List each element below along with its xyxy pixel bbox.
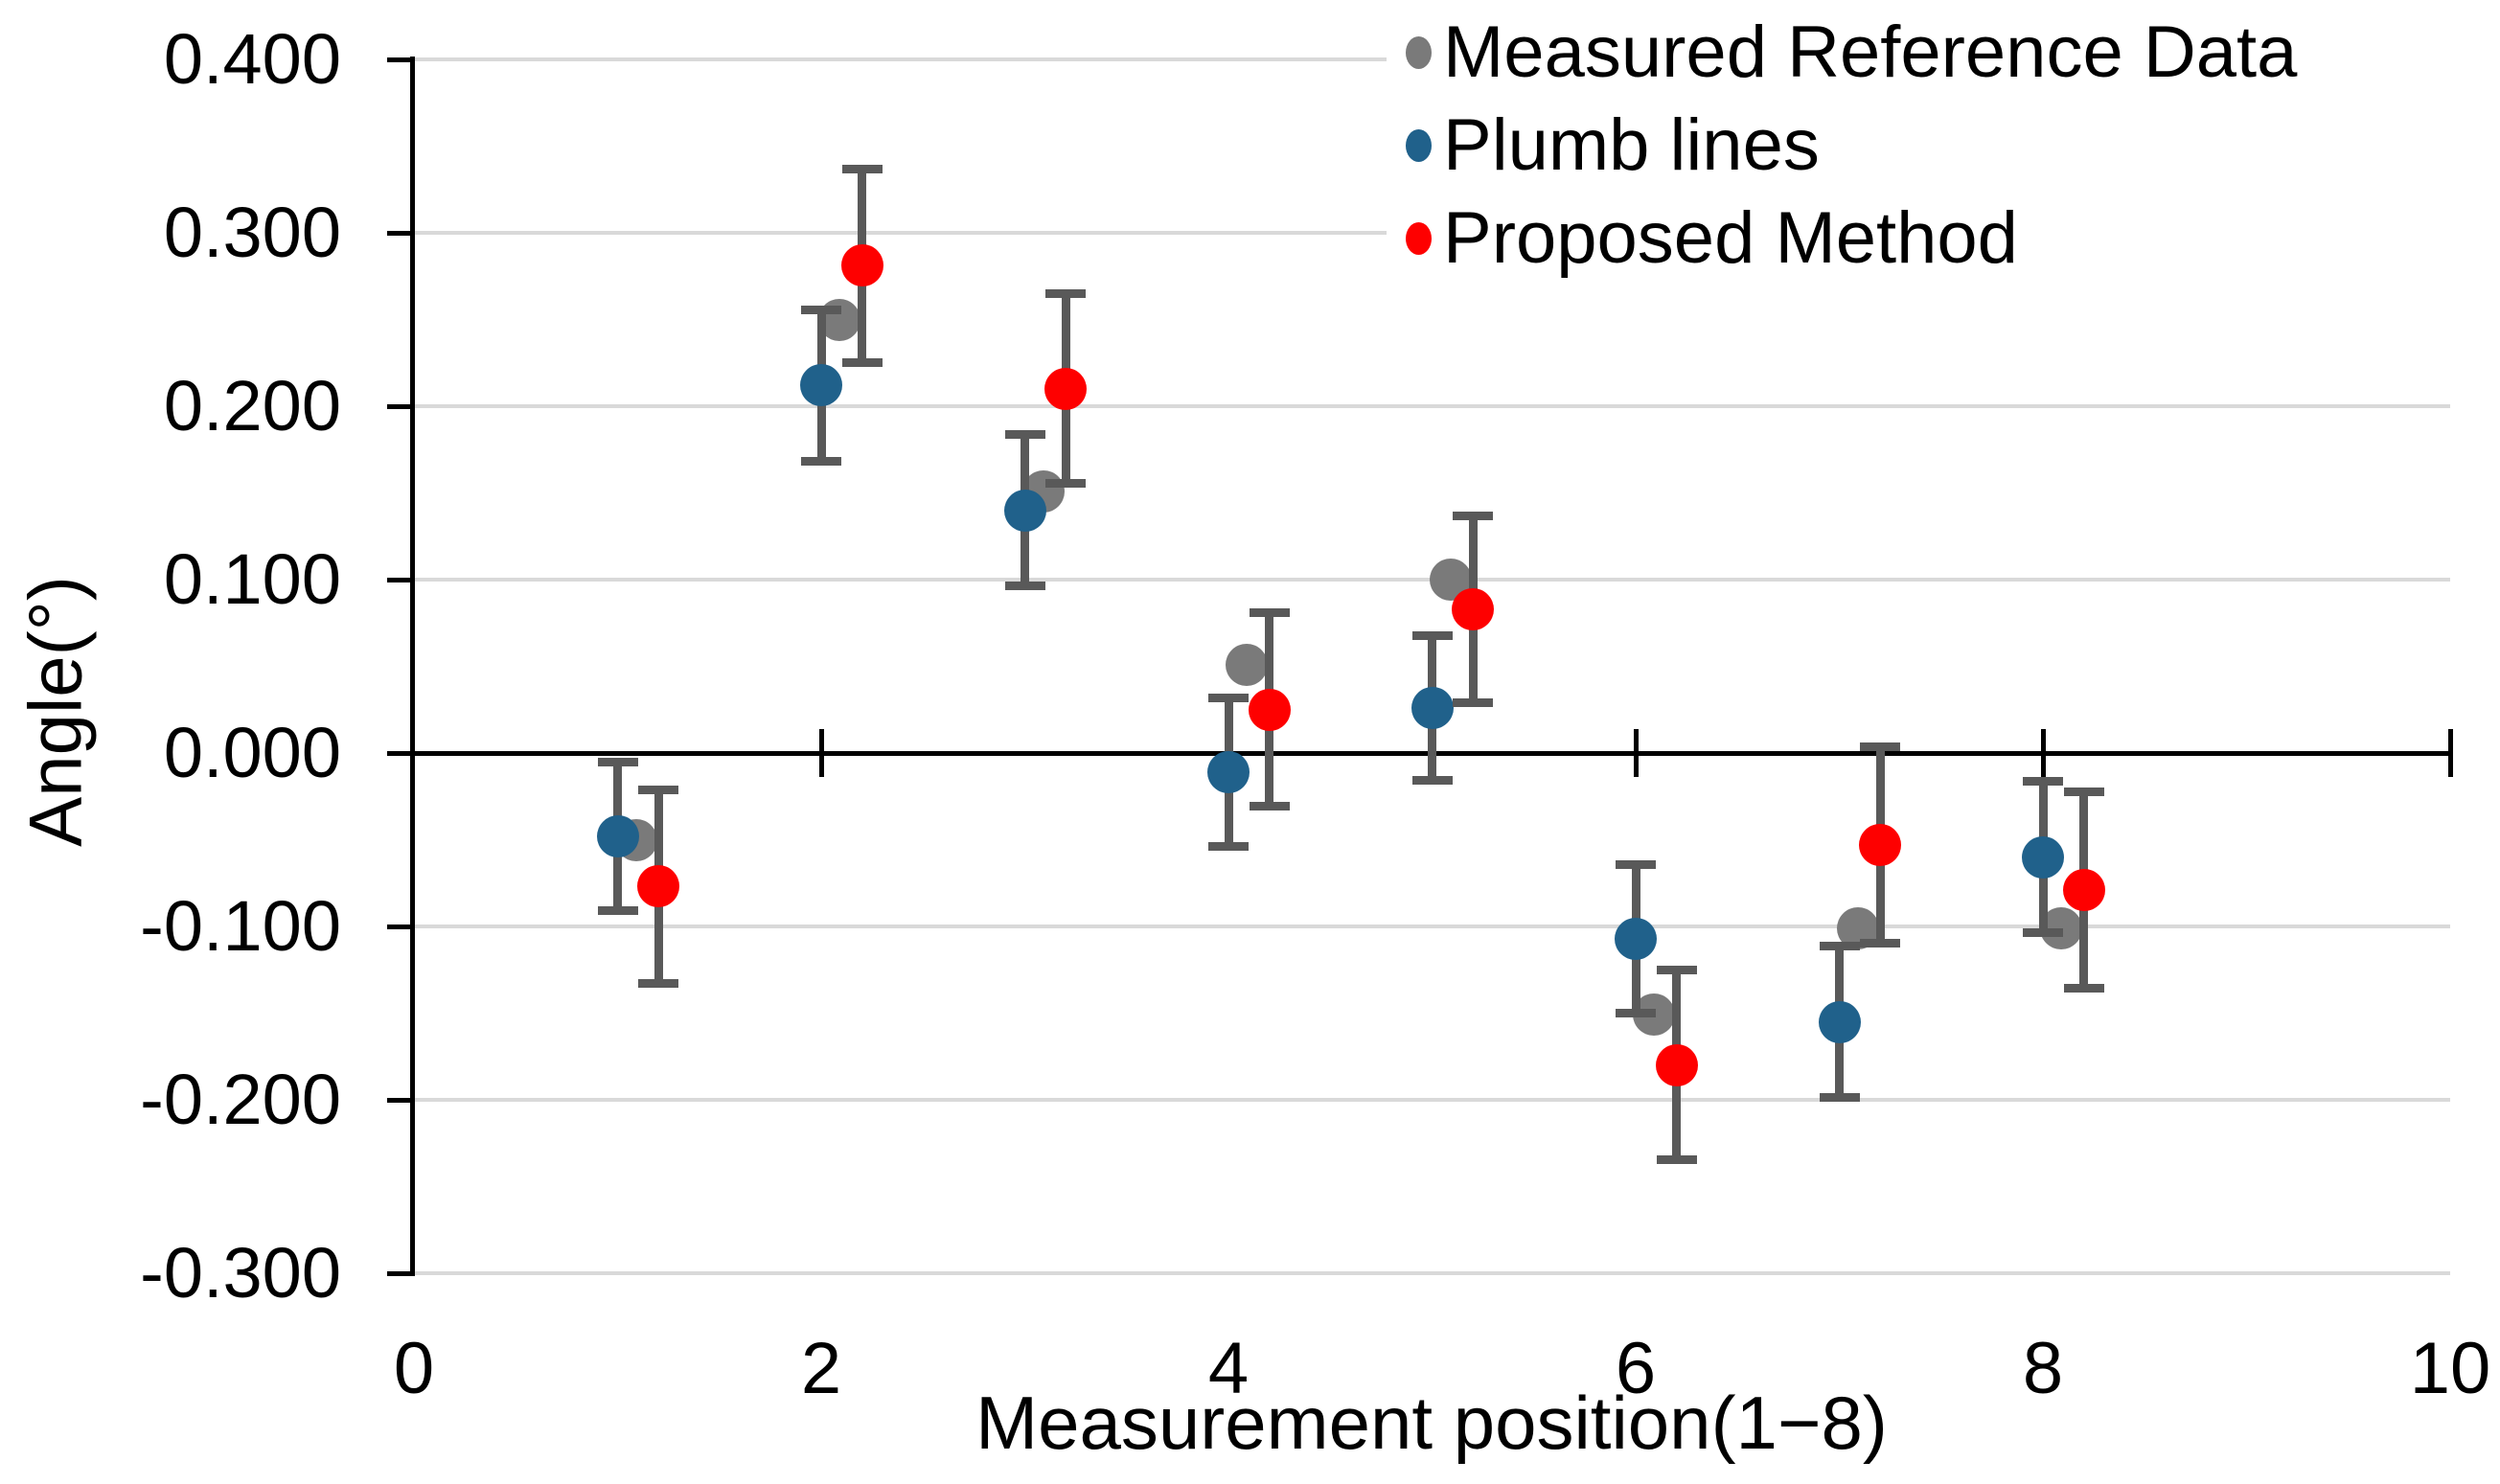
data-point-plumb-lines	[1207, 750, 1250, 793]
legend-label: Measured Reference Data	[1443, 11, 2298, 93]
y-axis-tick	[387, 1271, 414, 1276]
x-axis-tick	[819, 729, 824, 777]
error-bar-cap	[1208, 694, 1249, 703]
data-point-plumb-lines	[1818, 1000, 1861, 1043]
error-bar-cap	[801, 305, 841, 314]
data-point-plumb-lines	[2022, 835, 2064, 879]
error-bar-cap	[1249, 802, 1290, 811]
data-point-plumb-lines	[800, 364, 842, 407]
legend: Measured Reference Data Plumb lines Propos…	[1387, 0, 2500, 285]
legend-marker-icon	[1406, 221, 1432, 255]
legend-label: Proposed Method	[1443, 196, 2018, 279]
data-point-plumb-lines	[1003, 489, 1046, 532]
error-bar-cap	[1819, 1093, 1860, 1103]
y-axis-tick-label: 0.200	[163, 366, 341, 445]
y-axis-tick	[387, 1098, 414, 1103]
y-axis-tick	[387, 751, 414, 756]
data-point-proposed-method	[1452, 587, 1494, 630]
error-bar-cap	[1453, 697, 1493, 707]
y-axis-tick-label: 0.100	[163, 539, 341, 619]
y-axis-tick	[387, 57, 414, 62]
x-axis-title: Measurement position(1−8)	[975, 1381, 1888, 1465]
error-bar-cap	[1045, 479, 1086, 489]
y-axis-tick-label: 0.400	[163, 19, 341, 99]
y-axis-tick-label: 0.000	[163, 713, 341, 792]
y-axis-tick-label: -0.300	[140, 1233, 341, 1313]
data-point-proposed-method	[1044, 367, 1087, 410]
x-axis-tick-label: 0	[393, 1328, 435, 1409]
error-bar-cap	[1656, 1155, 1697, 1165]
data-point-proposed-method	[637, 865, 679, 908]
legend-marker-icon	[1406, 128, 1432, 162]
x-axis-tick	[1634, 729, 1639, 777]
error-bar-cap	[841, 165, 883, 174]
legend-item-plumb-lines: Plumb lines	[1387, 99, 2500, 192]
y-axis-tick-label: 0.300	[163, 193, 341, 272]
x-axis-tick-label: 10	[2409, 1328, 2491, 1409]
x-axis-tick-label: 6	[1615, 1328, 1657, 1409]
data-point-plumb-lines	[596, 814, 639, 857]
error-bar-cap	[2063, 984, 2104, 993]
y-axis-line	[410, 57, 415, 1276]
data-point-plumb-lines	[1615, 917, 1657, 960]
y-axis-tick-label: -0.100	[140, 886, 341, 966]
y-axis-tick	[387, 231, 414, 236]
error-bar-cap	[1860, 939, 1900, 948]
legend-label: Plumb lines	[1443, 103, 1820, 186]
y-axis-tick	[387, 578, 414, 582]
x-axis-tick	[2041, 729, 2046, 777]
y-axis-title: Angle(°)	[12, 576, 98, 847]
data-point-plumb-lines	[1411, 686, 1454, 729]
x-axis-tick-label: 8	[2022, 1328, 2064, 1409]
y-axis-tick-label: -0.200	[140, 1060, 341, 1139]
x-axis-tick	[2448, 729, 2453, 777]
error-bar-cap	[1860, 742, 1900, 751]
gridline	[414, 1271, 2450, 1275]
error-bar-cap	[2063, 787, 2104, 796]
x-axis-tick-label: 2	[800, 1328, 842, 1409]
y-axis-tick	[387, 925, 414, 929]
data-point-proposed-method	[1248, 688, 1291, 731]
error-bar-cap	[841, 357, 883, 367]
error-bar-cap	[2023, 928, 2063, 938]
error-bar-cap	[1045, 289, 1086, 299]
error-bar-cap	[1616, 1008, 1656, 1017]
error-bar-cap	[1004, 582, 1045, 591]
legend-item-measured-reference-data: Measured Reference Data	[1387, 6, 2500, 99]
x-axis-tick-label: 4	[1207, 1328, 1250, 1409]
error-bar-cap	[1249, 608, 1290, 618]
error-bar-cap	[1004, 429, 1045, 439]
legend-item-proposed-method: Proposed Method	[1387, 192, 2500, 285]
data-point-proposed-method	[1859, 823, 1901, 866]
error-bar-cap	[1208, 841, 1249, 851]
y-axis-tick	[387, 404, 414, 409]
data-point-measured-reference-data	[1226, 643, 1269, 686]
error-bar-cap	[638, 978, 678, 988]
gridline	[414, 404, 2450, 408]
error-bar-cap	[1616, 859, 1656, 869]
gridline	[414, 925, 2450, 928]
error-bar-cap	[638, 786, 678, 794]
error-bar-cap	[1656, 966, 1697, 975]
legend-marker-icon	[1406, 35, 1432, 69]
error-bar-cap	[597, 758, 638, 767]
error-bar-cap	[2023, 776, 2063, 786]
error-bar-cap	[1411, 630, 1453, 640]
error-bar-cap	[597, 905, 638, 915]
data-point-proposed-method	[1655, 1043, 1698, 1086]
gridline	[414, 1098, 2450, 1102]
error-bar-cap	[1819, 941, 1860, 950]
data-point-proposed-method	[840, 244, 883, 287]
data-point-proposed-method	[2062, 868, 2105, 911]
error-bar-cap	[801, 456, 841, 466]
error-bar-cap	[1453, 512, 1493, 521]
error-bar-cap	[1411, 775, 1453, 785]
